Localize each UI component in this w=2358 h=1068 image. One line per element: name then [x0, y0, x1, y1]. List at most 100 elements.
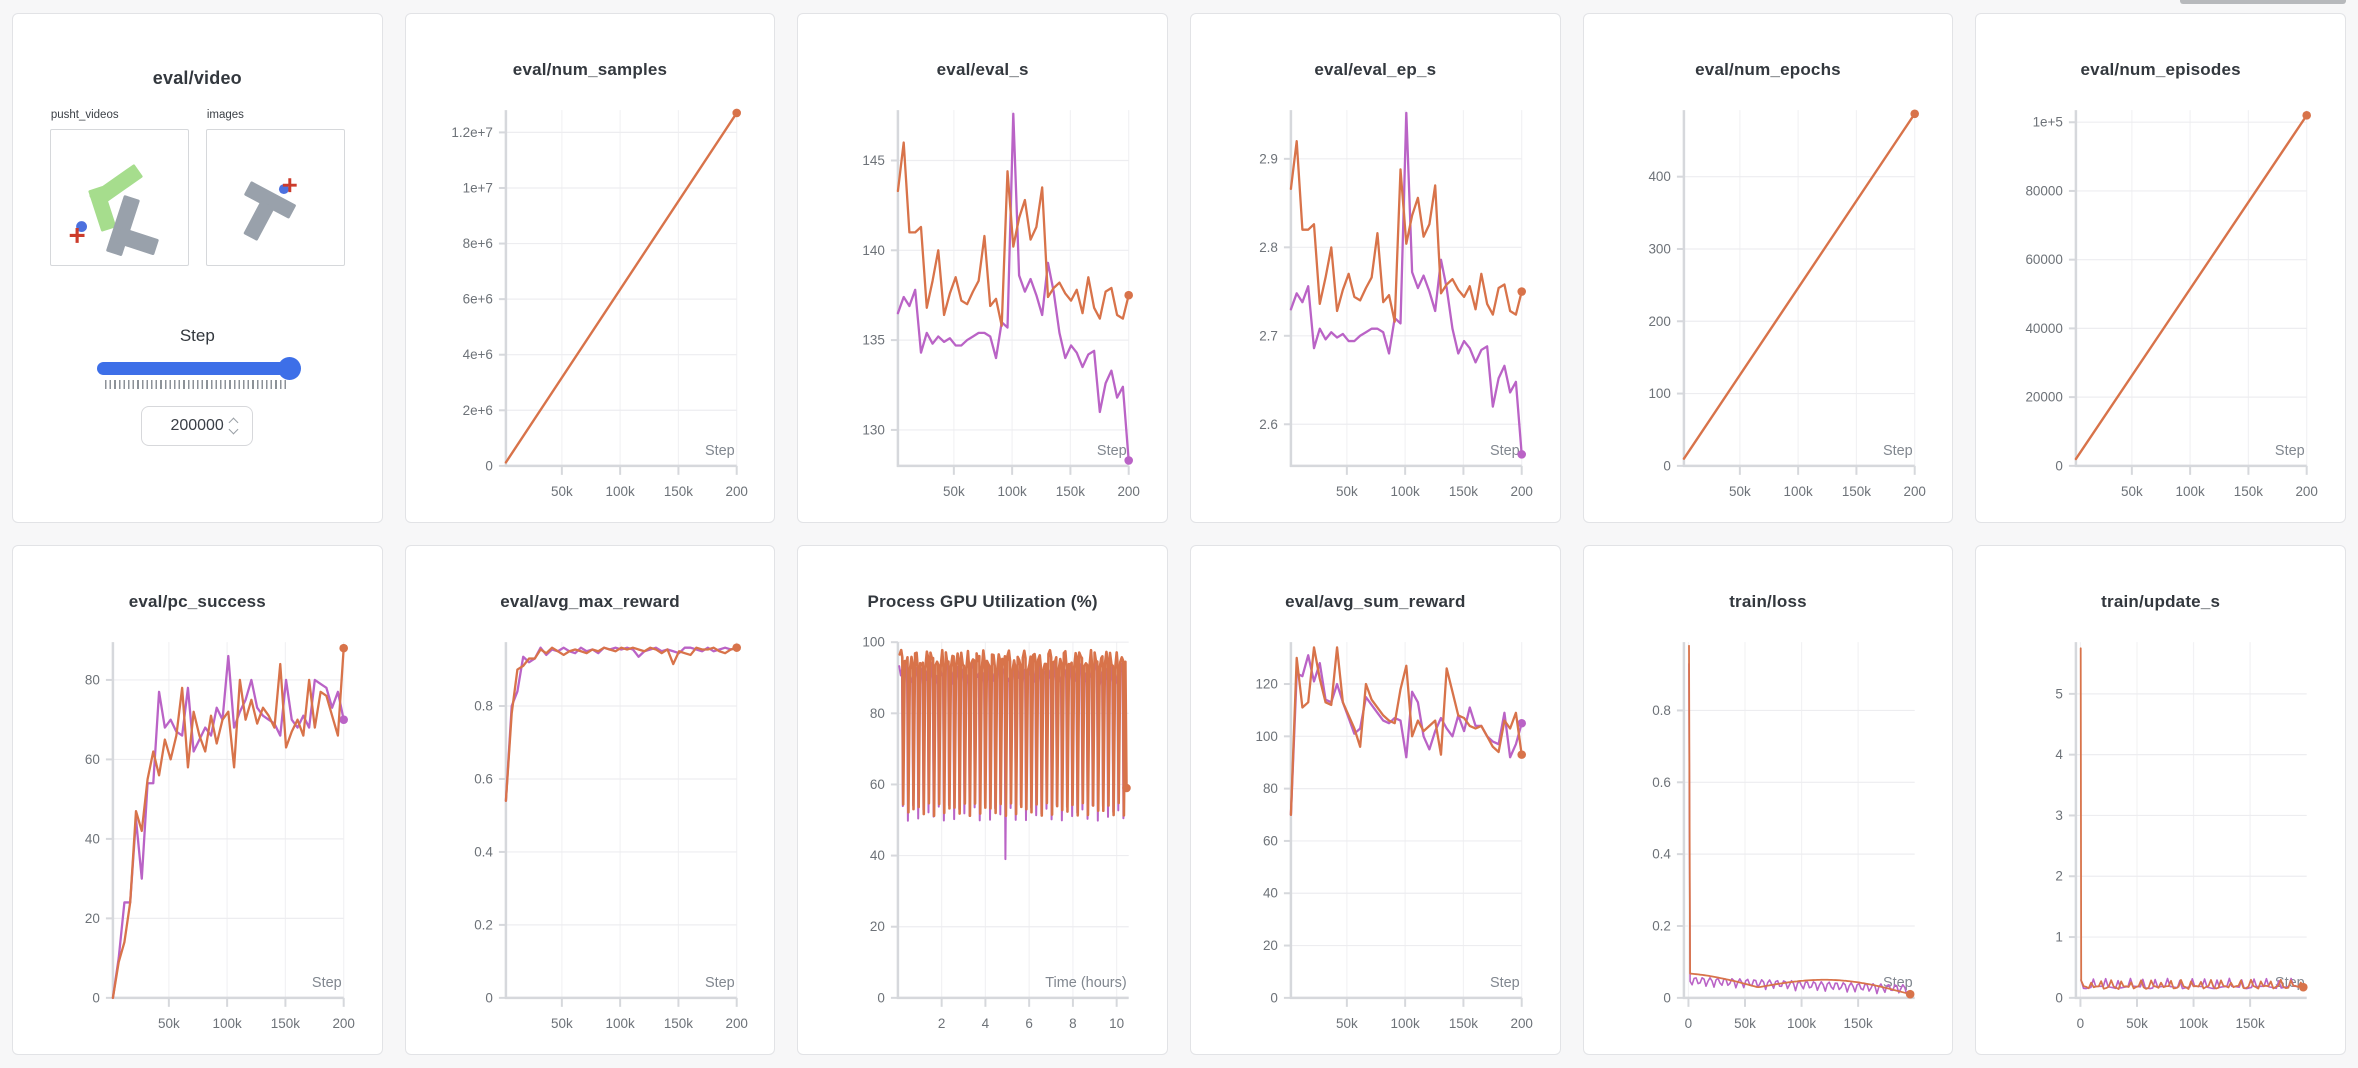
run-orange-line: [504, 111, 738, 464]
svg-text:0: 0: [2056, 990, 2064, 1005]
svg-text:150k: 150k: [2236, 1016, 2265, 1031]
svg-text:50k: 50k: [1336, 484, 1358, 499]
chart-panel-train-update-s[interactable]: train/update_s 0 50k 100k 150k 0 1 2 3 4 5 Step: [1975, 545, 2346, 1055]
run-purple-end-dot: [1124, 456, 1134, 465]
chart-title: Process GPU Utilization (%): [867, 592, 1098, 611]
slider-thumb[interactable]: [278, 357, 302, 380]
panel-eval-video[interactable]: eval/video pusht_videos: [12, 13, 383, 523]
step-slider[interactable]: [97, 357, 302, 389]
chart-plot[interactable]: 50k 100k 150k 200 0 0.2 0.4 0.6 0.8 Step: [406, 620, 775, 1054]
svg-text:20: 20: [1263, 938, 1278, 953]
chart-plot[interactable]: 50k 100k 150k 200 2.6 2.7 2.8 2.9 Step: [1191, 88, 1560, 522]
chart-panel-eval-num-episodes[interactable]: eval/num_episodes 50k 100k 150k 200 0 20000 40…: [1975, 13, 2346, 523]
svg-text:60: 60: [870, 777, 885, 792]
run-orange-line: [111, 647, 345, 999]
svg-text:200: 200: [1118, 484, 1140, 499]
svg-text:100k: 100k: [2179, 1016, 2208, 1031]
svg-text:1e+7: 1e+7: [462, 180, 492, 195]
chart-panel-eval-avg-max-reward[interactable]: eval/avg_max_reward 50k 100k 150k 200 0 0.2 0.…: [404, 545, 776, 1055]
run-orange-end-dot: [1122, 783, 1132, 793]
svg-text:0.2: 0.2: [1652, 918, 1671, 933]
chart-panel-eval-pc-success[interactable]: eval/pc_success 50k 100k 150k 200 0 20 40 60 80 S…: [12, 545, 383, 1055]
x-axis-label: Step: [312, 975, 342, 991]
chart-plot[interactable]: 50k 100k 150k 200 0 20 40 60 80 Step: [13, 620, 382, 1054]
svg-text:10: 10: [1109, 1016, 1124, 1031]
x-axis-label: Step: [1490, 975, 1520, 991]
run-orange-line: [1687, 644, 1911, 996]
svg-text:2: 2: [2056, 869, 2064, 884]
svg-text:8e+6: 8e+6: [462, 236, 492, 251]
svg-text:0.6: 0.6: [1652, 775, 1671, 790]
svg-text:50k: 50k: [551, 484, 573, 499]
chart-panel-eval-eval-s[interactable]: eval/eval_s 50k 100k 150k 200 130 135 140 145 St…: [797, 13, 1168, 523]
svg-text:0: 0: [1684, 1016, 1692, 1031]
svg-text:5: 5: [2056, 686, 2064, 701]
chart-panel-eval-eval-ep-s[interactable]: eval/eval_ep_s 50k 100k 150k 200 2.6 2.7 2.8 2.…: [1189, 13, 1561, 523]
pusht-scene: [69, 164, 159, 256]
svg-text:0: 0: [2056, 458, 2064, 473]
svg-text:150k: 150k: [1056, 484, 1085, 499]
svg-text:80: 80: [870, 706, 885, 721]
svg-text:50k: 50k: [1729, 484, 1751, 499]
svg-text:0: 0: [1270, 990, 1278, 1005]
run-orange-line: [2080, 647, 2305, 990]
chart-plot[interactable]: 50k 100k 150k 200 0 2e+6 4e+6 6e+6 8e+6 1e+7 1.2e+…: [406, 88, 775, 522]
chart-title: train/loss: [1729, 592, 1807, 611]
chart-plot[interactable]: 50k 100k 150k 200 0 20000 40000 60000 80000 1e+5 S…: [1976, 88, 2345, 522]
svg-text:60: 60: [1263, 833, 1278, 848]
svg-text:200: 200: [332, 1016, 354, 1031]
x-axis-label: Step: [2275, 443, 2305, 459]
chart-panel-eval-avg-sum-reward[interactable]: eval/avg_sum_reward 50k 100k 150k 200 0 20 40 6…: [1189, 545, 1561, 1055]
run-orange-end-dot: [2302, 111, 2312, 120]
run-orange-end-dot: [339, 643, 348, 653]
svg-text:60: 60: [85, 752, 100, 767]
spinner-down-icon[interactable]: [228, 424, 239, 435]
svg-text:1.2e+7: 1.2e+7: [451, 125, 493, 140]
chart-panel-eval-num-samples[interactable]: eval/num_samples 50k 100k 150k 200 0 2e+6 4e+6…: [404, 13, 776, 523]
svg-text:0: 0: [485, 990, 493, 1005]
run-orange-line: [1289, 646, 1523, 816]
svg-text:20000: 20000: [2026, 390, 2063, 405]
svg-text:0.2: 0.2: [474, 917, 493, 932]
svg-text:0: 0: [1663, 990, 1671, 1005]
svg-text:50k: 50k: [943, 484, 965, 499]
chart-plot[interactable]: 50k 100k 150k 200 0 20 40 60 80 100 120 Step: [1191, 620, 1560, 1054]
run-orange-line: [2075, 114, 2309, 461]
images-thumbnail[interactable]: [205, 129, 345, 266]
svg-text:300: 300: [1648, 241, 1670, 256]
step-number-input[interactable]: [157, 417, 224, 435]
run-purple-line: [1687, 662, 1908, 996]
chart-panel-process-gpu-utilization[interactable]: Process GPU Utilization (%) 2 4 6 8 10 0 20 40 6…: [797, 545, 1168, 1055]
svg-text:40: 40: [870, 848, 885, 863]
chart-title: eval/avg_sum_reward: [1285, 592, 1466, 611]
chart-plot[interactable]: 50k 100k 150k 200 130 135 140 145 Step: [798, 88, 1167, 522]
chart-title: eval/pc_success: [128, 592, 266, 611]
step-input[interactable]: [141, 406, 254, 446]
slider-track[interactable]: [97, 357, 302, 380]
run-orange-end-dot: [2299, 982, 2308, 992]
svg-text:150k: 150k: [1449, 1016, 1478, 1031]
svg-text:100: 100: [1648, 386, 1670, 401]
chart-title: eval/eval_ep_s: [1314, 60, 1437, 79]
run-orange-line: [1682, 112, 1916, 460]
run-purple-end-dot: [1517, 718, 1526, 728]
chart-plot[interactable]: 50k 100k 150k 200 0 100 200 300 400 Step: [1584, 88, 1953, 522]
svg-text:4: 4: [2056, 747, 2064, 762]
stepper-spinners[interactable]: [228, 417, 239, 435]
chart-title: train/update_s: [2101, 592, 2221, 611]
chart-panel-train-loss[interactable]: train/loss 0 50k 100k 150k 0 0.2 0.4 0.6 0.8 Step: [1582, 545, 1954, 1055]
svg-text:150k: 150k: [663, 484, 692, 499]
scrollbar-fragment[interactable]: [2180, 0, 2346, 4]
chart-panel-eval-num-epochs[interactable]: eval/num_epochs 50k 100k 150k 200 0 100 200 300…: [1582, 13, 1954, 523]
svg-text:4: 4: [982, 1016, 990, 1031]
run-purple-line: [111, 654, 345, 999]
run-orange-line: [898, 648, 1129, 818]
svg-text:2.6: 2.6: [1259, 417, 1278, 432]
svg-text:100k: 100k: [1391, 1016, 1420, 1031]
pusht-videos-thumbnail[interactable]: [49, 129, 189, 266]
run-purple-line: [1289, 111, 1523, 456]
